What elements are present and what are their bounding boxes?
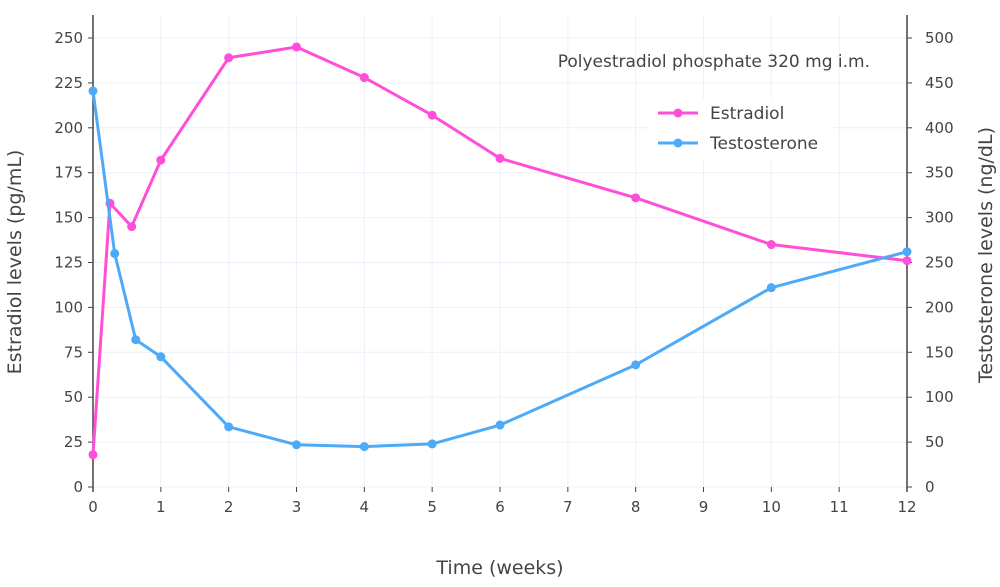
testosterone-point xyxy=(766,283,776,293)
y-tick-label-right: 500 xyxy=(925,29,954,47)
estradiol-line xyxy=(91,45,908,455)
testosterone-point xyxy=(292,440,301,450)
x-tick-label: 7 xyxy=(563,498,573,516)
y-tick-label-left: 125 xyxy=(54,254,83,272)
legend: Estradiol Testosterone xyxy=(648,98,833,160)
estradiol-point xyxy=(292,42,301,52)
x-tick-label: 12 xyxy=(897,498,916,516)
y-tick-label-left: 150 xyxy=(54,209,83,227)
x-tick-label: 5 xyxy=(427,498,437,516)
y-tick-label-right: 300 xyxy=(925,209,954,227)
y-tick-label-left: 100 xyxy=(54,298,83,316)
testosterone-point xyxy=(88,86,98,96)
y-tick-label-right: 350 xyxy=(925,164,954,182)
y-axis-label-right: Testosterone levels (ng/dL) xyxy=(975,127,997,384)
y-tick-label-left: 50 xyxy=(64,388,83,406)
x-tick-label: 10 xyxy=(762,498,781,516)
y-tick-label-left: 200 xyxy=(54,119,83,137)
estradiol-point xyxy=(127,222,137,232)
testosterone-point xyxy=(131,335,141,345)
legend-testosterone-marker xyxy=(673,138,683,148)
y-tick-label-right: 0 xyxy=(925,478,935,496)
legend-estradiol-label: Estradiol xyxy=(710,104,784,124)
estradiol-point xyxy=(902,256,912,266)
x-tick-label: 11 xyxy=(830,498,849,516)
estradiol-point xyxy=(224,53,234,63)
legend-box xyxy=(648,98,833,160)
y-tick-label-right: 250 xyxy=(925,254,954,272)
y-tick-label-right: 200 xyxy=(925,298,954,316)
y-tick-label-right: 50 xyxy=(925,433,944,451)
x-tick-label: 1 xyxy=(156,498,166,516)
testosterone-point xyxy=(631,360,641,370)
estradiol-point xyxy=(631,193,641,203)
x-tick-label: 2 xyxy=(224,498,234,516)
y-tick-label-left: 0 xyxy=(73,478,83,496)
legend-estradiol-marker xyxy=(673,108,683,118)
x-tick-label: 0 xyxy=(88,498,98,516)
x-tick-label: 3 xyxy=(292,498,302,516)
estradiol-point xyxy=(359,73,369,83)
estradiol-point xyxy=(766,240,776,250)
y-axis-label-left: Estradiol levels (pg/mL) xyxy=(4,150,26,375)
x-tick-label: 9 xyxy=(699,498,709,516)
testosterone-point xyxy=(156,352,166,362)
x-tick-label: 4 xyxy=(360,498,370,516)
estradiol-point xyxy=(427,110,437,120)
testosterone-line xyxy=(91,90,908,449)
y-tick-label-left: 75 xyxy=(64,343,83,361)
estradiol-point xyxy=(88,450,98,460)
y-tick-label-left: 250 xyxy=(54,29,83,47)
legend-testosterone-label: Testosterone xyxy=(709,134,818,154)
series-layer xyxy=(88,42,912,460)
axes: 0 1 2 3 4 5 6 7 8 9 10 11 12025507510012515017520022… xyxy=(54,15,954,516)
chart-annotation: Polyestradiol phosphate 320 mg i.m. xyxy=(558,52,870,72)
x-axis-label: Time (weeks) xyxy=(435,557,563,579)
estradiol-point xyxy=(495,153,505,163)
x-tick-label: 6 xyxy=(495,498,505,516)
testosterone-point xyxy=(359,442,369,452)
testosterone-point xyxy=(110,249,120,259)
x-tick-label: 8 xyxy=(631,498,641,516)
y-tick-label-left: 25 xyxy=(64,433,83,451)
testosterone-point xyxy=(427,439,437,449)
testosterone-point xyxy=(902,247,912,257)
y-tick-label-right: 150 xyxy=(925,343,954,361)
y-tick-label-right: 450 xyxy=(925,74,954,92)
y-tick-label-left: 225 xyxy=(54,74,83,92)
y-tick-label-right: 400 xyxy=(925,119,954,137)
testosterone-point xyxy=(495,420,505,430)
y-tick-label-left: 175 xyxy=(54,164,83,182)
y-tick-label-right: 100 xyxy=(925,388,954,406)
estradiol-point xyxy=(156,155,166,165)
grid xyxy=(92,16,908,488)
testosterone-point xyxy=(224,422,234,432)
